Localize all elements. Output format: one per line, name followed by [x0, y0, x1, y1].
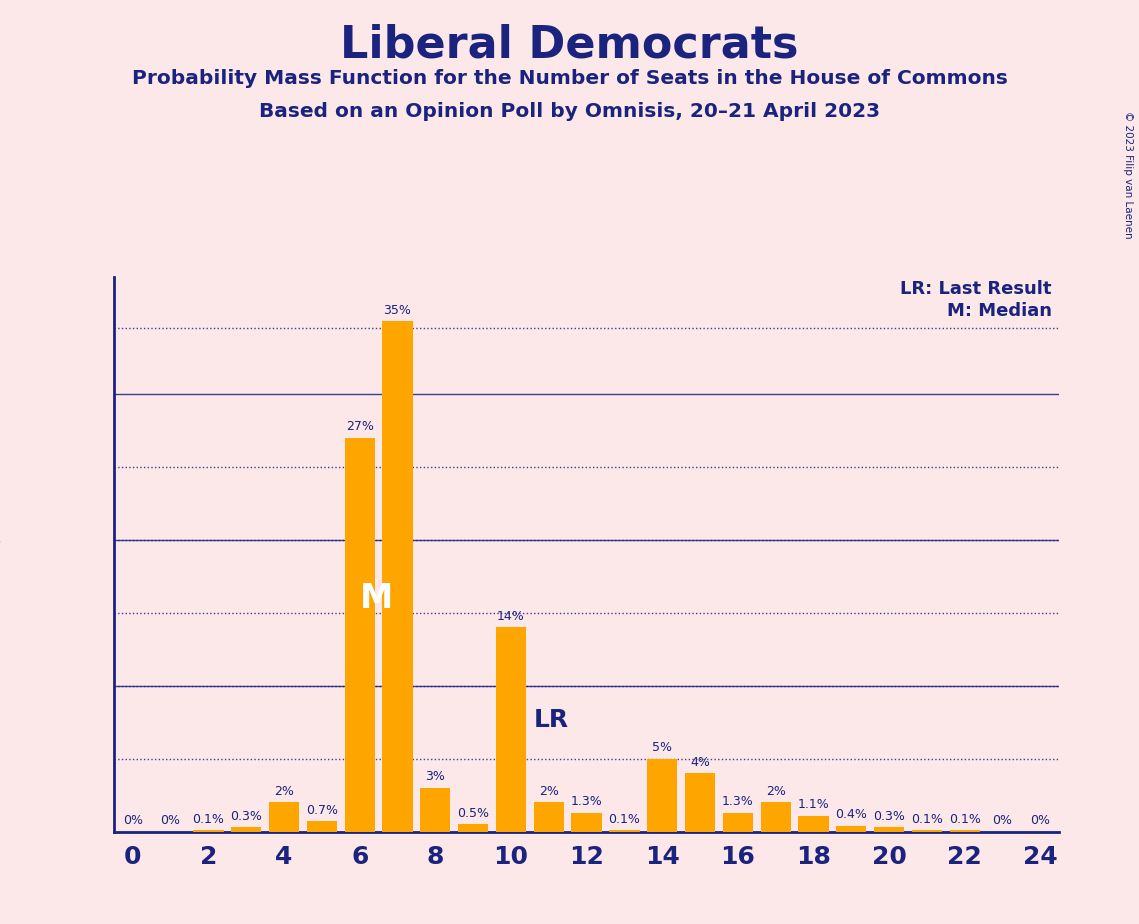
Text: M: M [360, 582, 393, 614]
Bar [194, 830, 223, 832]
Bar [874, 827, 904, 832]
Text: 5%: 5% [653, 741, 672, 754]
Text: 0%: 0% [992, 814, 1013, 827]
Text: 35%: 35% [384, 304, 411, 317]
Bar [572, 812, 601, 832]
Text: Probability Mass Function for the Number of Seats in the House of Commons: Probability Mass Function for the Number… [132, 69, 1007, 89]
Bar [458, 824, 489, 832]
Bar [647, 759, 678, 832]
Text: 1.3%: 1.3% [722, 796, 754, 808]
Text: 3%: 3% [425, 771, 445, 784]
Text: 1.1%: 1.1% [797, 798, 829, 811]
Bar [950, 830, 980, 832]
Text: 2%: 2% [274, 785, 294, 798]
Text: 1.3%: 1.3% [571, 796, 603, 808]
Bar [231, 827, 261, 832]
Text: 0%: 0% [1031, 814, 1050, 827]
Bar [685, 773, 715, 832]
Bar [383, 321, 412, 832]
Text: 0.1%: 0.1% [192, 813, 224, 826]
Text: Based on an Opinion Poll by Omnisis, 20–21 April 2023: Based on an Opinion Poll by Omnisis, 20–… [259, 102, 880, 121]
Bar [534, 802, 564, 832]
Text: 2%: 2% [539, 785, 559, 798]
Text: M: Median: M: Median [947, 302, 1051, 320]
Text: LR: Last Result: LR: Last Result [900, 280, 1051, 298]
Text: 0.3%: 0.3% [874, 809, 906, 823]
Bar [420, 788, 450, 832]
Text: 0%: 0% [123, 814, 142, 827]
Bar [723, 812, 753, 832]
Bar [798, 816, 828, 832]
Text: LR: LR [534, 709, 568, 733]
Bar [761, 802, 790, 832]
Text: 0.1%: 0.1% [608, 813, 640, 826]
Bar [836, 826, 867, 832]
Text: 14%: 14% [497, 610, 525, 623]
Bar [269, 802, 300, 832]
Bar [495, 627, 526, 832]
Text: © 2023 Filip van Laenen: © 2023 Filip van Laenen [1123, 111, 1133, 238]
Text: 0.4%: 0.4% [835, 808, 867, 821]
Text: 0.1%: 0.1% [911, 813, 943, 826]
Text: 0.3%: 0.3% [230, 809, 262, 823]
Bar [345, 438, 375, 832]
Text: 0.7%: 0.7% [306, 804, 338, 817]
Bar [912, 830, 942, 832]
Bar [306, 821, 337, 832]
Bar [609, 830, 639, 832]
Text: 0%: 0% [161, 814, 181, 827]
Text: 4%: 4% [690, 756, 710, 769]
Text: 27%: 27% [346, 420, 374, 433]
Text: 0.5%: 0.5% [457, 807, 489, 820]
Text: 0.1%: 0.1% [949, 813, 981, 826]
Text: 2%: 2% [765, 785, 786, 798]
Text: Liberal Democrats: Liberal Democrats [341, 23, 798, 67]
